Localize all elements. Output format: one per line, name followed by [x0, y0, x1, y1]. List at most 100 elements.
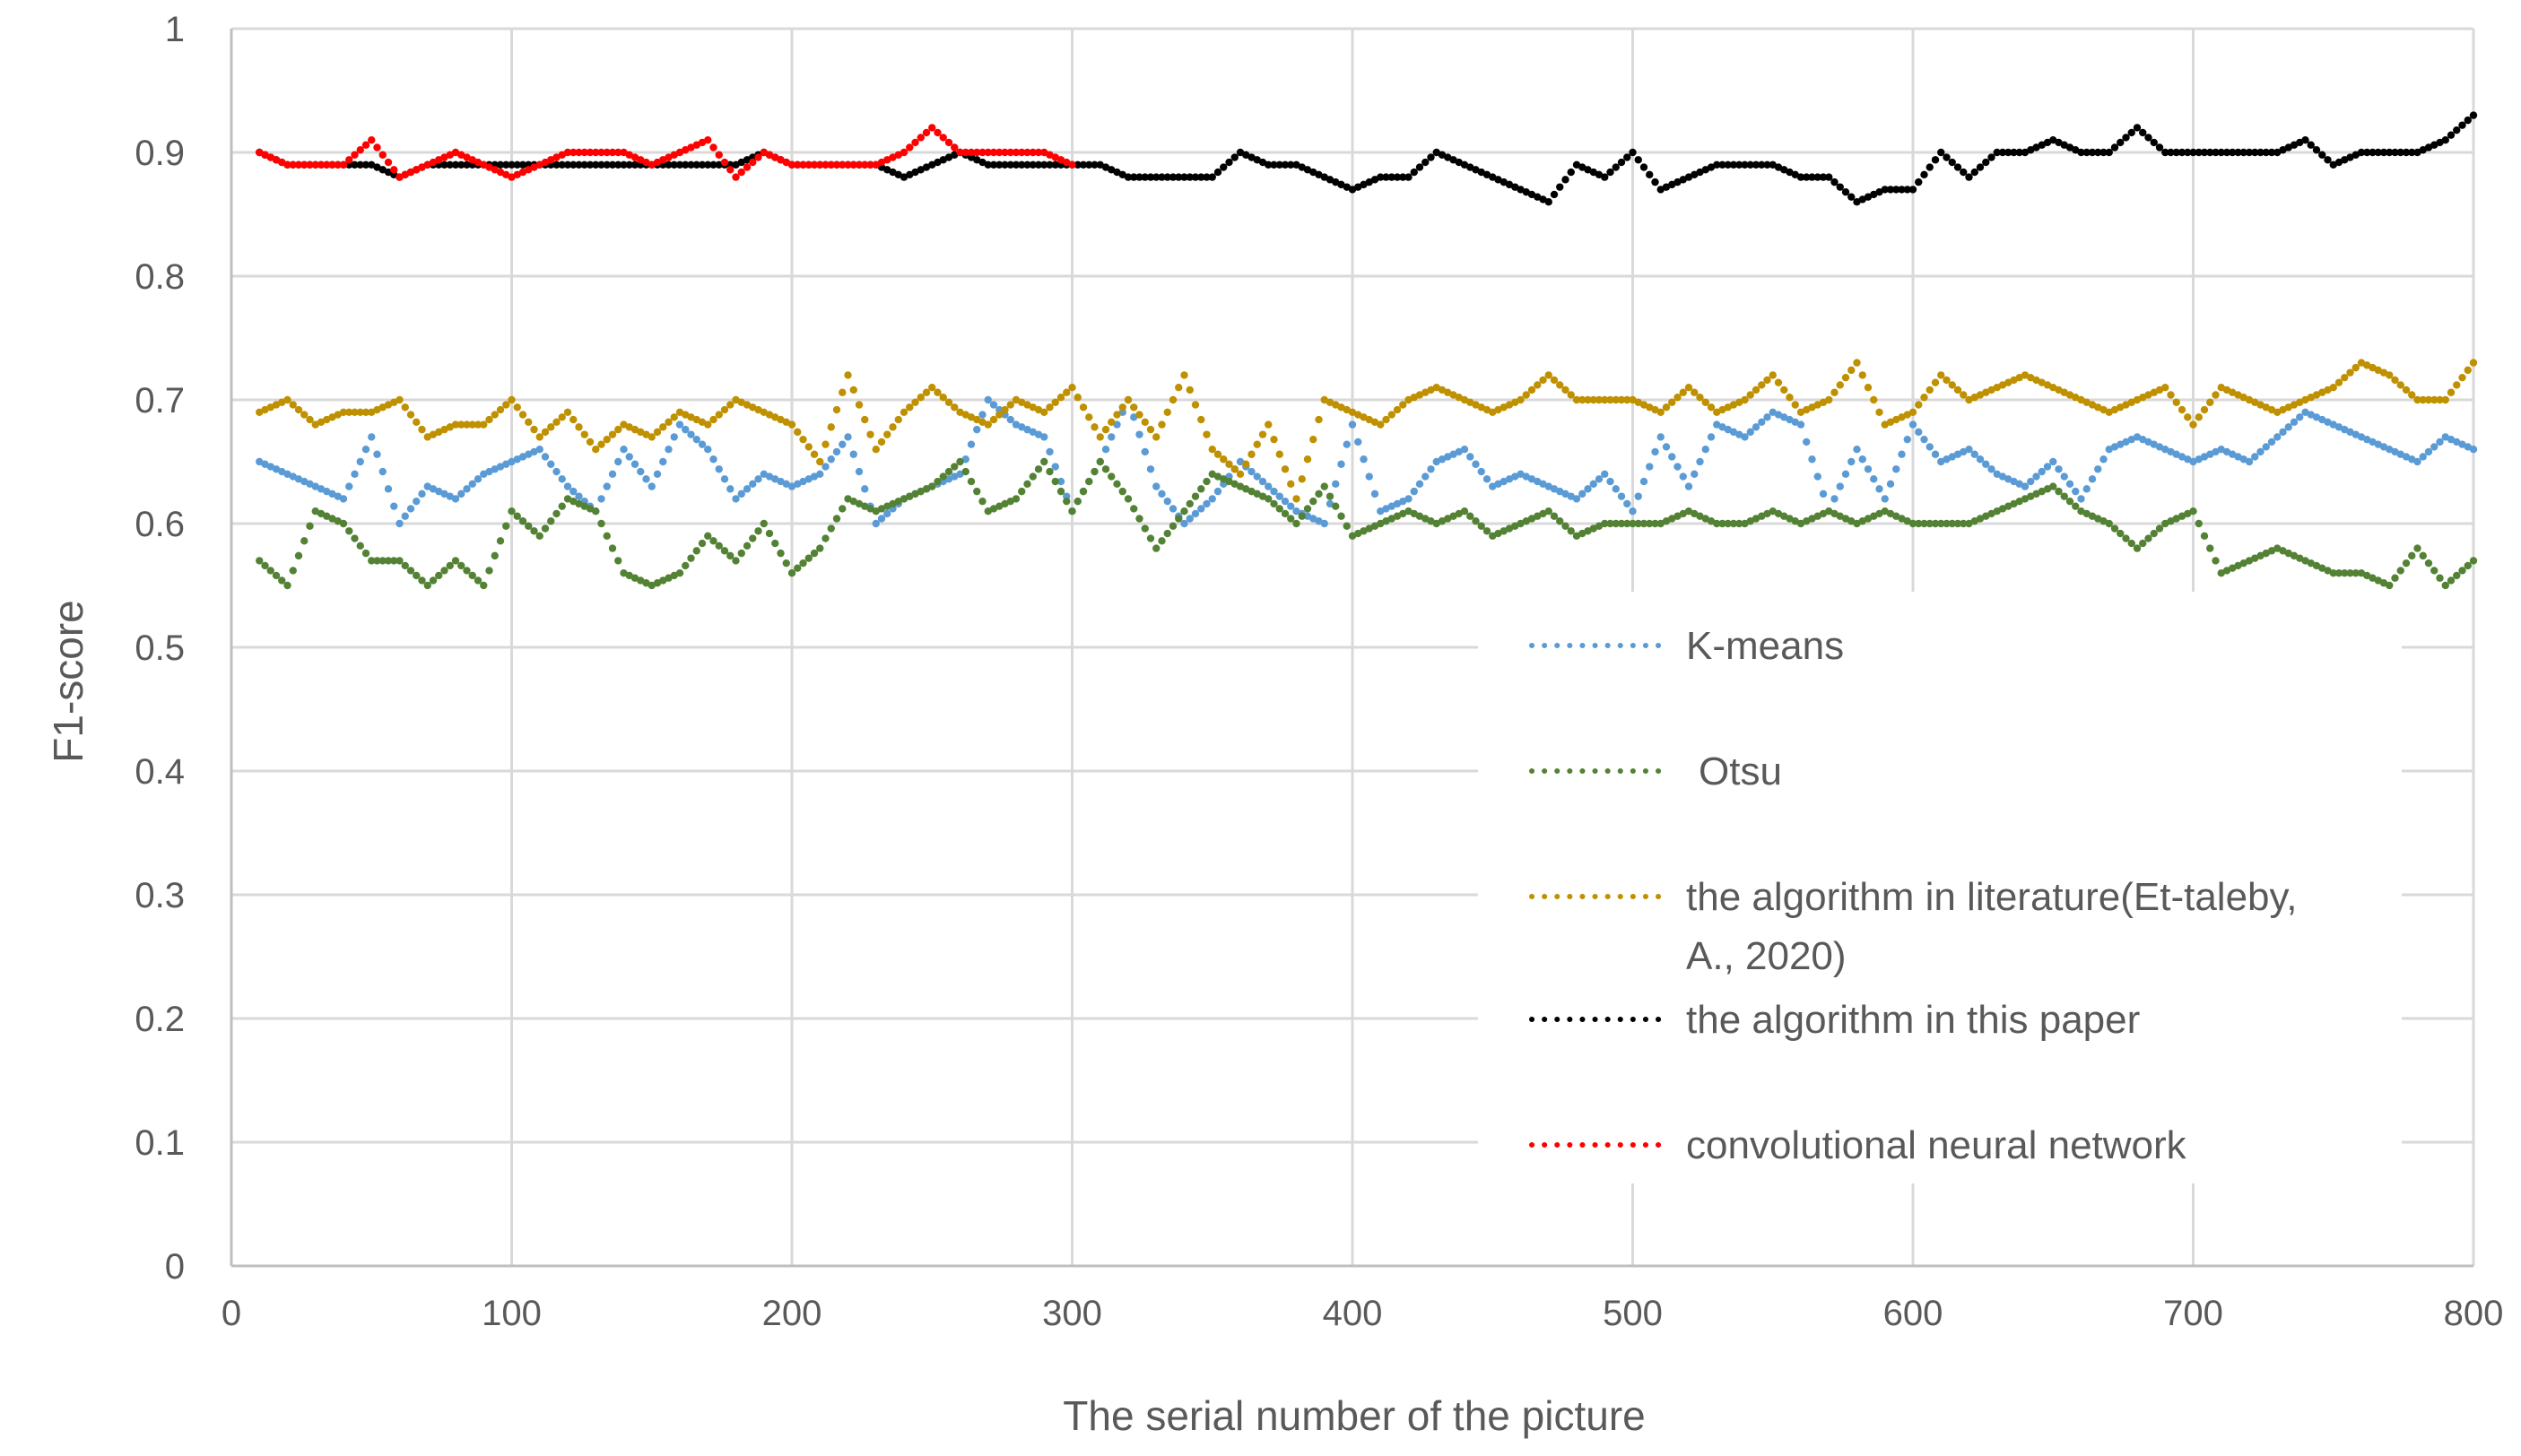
line-dot: [1365, 415, 1373, 424]
data-point: [2245, 148, 2254, 157]
line-dot: [1063, 158, 1071, 167]
line-dot: [630, 460, 639, 468]
line-dot: [1786, 415, 1794, 424]
line-dot: [323, 487, 331, 496]
line-dot: [989, 148, 998, 157]
data-point: [1544, 507, 1552, 516]
line-dot: [1415, 480, 1424, 489]
line-dot: [687, 160, 695, 169]
line-dot: [2424, 143, 2433, 152]
line-dot: [1213, 168, 1222, 177]
data-point: [1292, 160, 1300, 169]
data-point: [2357, 148, 2366, 157]
line-dot: [378, 166, 387, 174]
line-dot: [1444, 153, 1452, 161]
line-dot: [2341, 569, 2349, 577]
line-dot: [1534, 477, 1542, 486]
line-dot: [429, 576, 438, 585]
line-dot: [1482, 475, 1491, 483]
line-dot: [1926, 443, 1934, 451]
x-tick-label: 300: [1042, 1294, 1102, 1333]
line-dot: [2379, 368, 2388, 377]
line-dot: [2055, 487, 2063, 496]
line-dot: [715, 542, 723, 550]
line-dot: [384, 401, 393, 409]
line-dot: [1220, 163, 1228, 171]
line-dot: [1539, 480, 1547, 489]
line-dot: [2144, 391, 2152, 399]
data-point: [1377, 519, 1385, 528]
line-dot: [720, 158, 729, 167]
line-dot: [2318, 564, 2326, 572]
line-dot: [530, 527, 538, 535]
line-dot: [861, 502, 869, 510]
line-dot: [2110, 143, 2119, 152]
line-dot: [513, 170, 521, 179]
line-dot: [821, 534, 830, 542]
line-dot: [692, 141, 700, 149]
data-point: [1993, 470, 2001, 478]
line-dot: [743, 401, 752, 409]
line-dot: [1841, 187, 1850, 196]
data-point: [1152, 482, 1161, 490]
line-dot: [541, 453, 550, 461]
line-dot: [2351, 569, 2360, 577]
line-dot: [642, 579, 650, 587]
y-tick-label: 0.4: [135, 752, 185, 792]
line-dot: [1387, 502, 1395, 510]
line-dot: [2284, 423, 2292, 431]
line-dot: [597, 519, 605, 528]
data-point: [732, 173, 740, 181]
line-dot: [1247, 487, 1256, 496]
line-dot: [2195, 519, 2203, 528]
line-dot: [569, 497, 578, 506]
line-dot: [1393, 512, 1402, 520]
data-point: [1965, 173, 1973, 181]
line-dot: [2458, 567, 2466, 575]
line-dot: [1858, 371, 1866, 379]
line-dot: [1561, 522, 1569, 530]
line-dot: [2184, 455, 2192, 464]
line-dot: [1931, 156, 1940, 164]
line-dot: [496, 160, 505, 169]
data-point: [563, 160, 572, 169]
line-dot: [1898, 450, 1906, 458]
line-dot: [2004, 148, 2012, 157]
line-dot: [1427, 465, 1435, 473]
data-point: [1236, 457, 1245, 466]
line-dot: [1108, 472, 1116, 481]
line-dot: [1354, 411, 1362, 419]
line-dot: [2082, 509, 2091, 518]
line-dot: [2424, 395, 2433, 404]
line-dot: [1718, 519, 1726, 528]
data-point: [1684, 173, 1693, 181]
line-dot: [2072, 502, 2080, 510]
line-dot: [2212, 447, 2220, 456]
data-point: [2217, 569, 2225, 577]
line-dot: [345, 527, 353, 535]
line-dot: [2307, 141, 2315, 149]
data-point: [1377, 173, 1385, 181]
line-dot: [1130, 403, 1138, 412]
line-dot: [839, 388, 847, 396]
line-dot: [300, 160, 309, 169]
line-dot: [2239, 394, 2247, 402]
line-dot: [720, 475, 729, 483]
data-point: [928, 384, 936, 392]
line-dot: [1803, 405, 1811, 414]
line-dot: [653, 470, 662, 478]
line-dot: [1819, 398, 1828, 406]
line-dot: [1539, 509, 1547, 518]
line-dot: [1522, 472, 1530, 481]
line-dot: [1387, 411, 1395, 419]
line-dot: [261, 561, 269, 570]
line-dot: [995, 148, 1004, 157]
line-dot: [804, 160, 813, 169]
line-dot: [1197, 415, 1205, 424]
line-dot: [1135, 430, 1143, 438]
data-point: [283, 470, 291, 478]
line-dot: [799, 559, 807, 568]
line-dot: [1303, 455, 1312, 464]
line-dot: [1870, 512, 1878, 520]
line-dot: [1438, 517, 1447, 525]
